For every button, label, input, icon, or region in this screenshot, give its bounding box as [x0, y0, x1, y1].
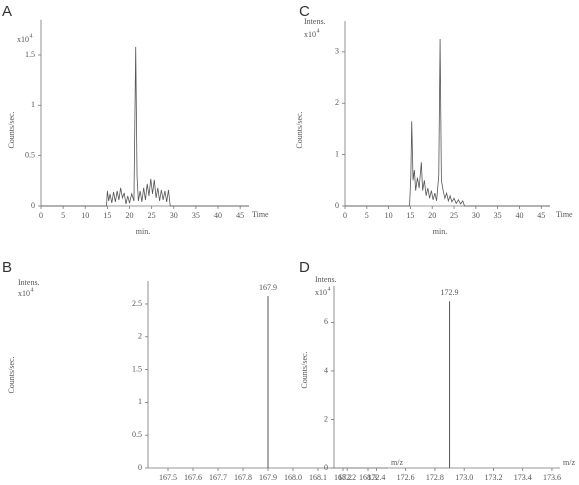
x-tick-label: 168.2	[334, 473, 352, 482]
y-tick-label: 6	[324, 317, 328, 326]
x-unit-label: m/z	[563, 458, 575, 467]
scale-label: x10	[17, 35, 29, 44]
x-tick-label: 40	[214, 211, 222, 220]
panel-label: A	[2, 3, 12, 20]
y-tick-label: 0.5	[25, 150, 35, 159]
y-axis-label: Counts/sec.	[7, 111, 16, 148]
y-tick-label: 0	[31, 201, 35, 210]
y-tick-label: 1.5	[25, 50, 35, 59]
x-tick-label: 167.7	[209, 473, 227, 482]
x-tick-label: 10	[385, 211, 393, 220]
y-tick-label: 2.5	[132, 299, 142, 308]
y-tick-label: 1	[335, 149, 339, 158]
y-tick-label: 1	[31, 100, 35, 109]
x-unit-label: m/z	[391, 458, 403, 467]
scale-exponent: 4	[30, 33, 33, 39]
x-tick-label: 167.6	[184, 473, 202, 482]
x-tick-label: 10	[81, 211, 89, 220]
x-tick-label: 0	[343, 211, 347, 220]
panel-label: C	[299, 3, 310, 20]
y-axis-label: Counts/sec.	[300, 351, 309, 388]
scale-exponent: 4	[317, 28, 320, 34]
x-tick-label: 35	[494, 211, 502, 220]
x-unit-label: Time	[252, 210, 269, 219]
panel-label: D	[299, 259, 310, 276]
x-tick-label: 168.0	[284, 473, 302, 482]
y-tick-label: 1	[138, 397, 142, 406]
x-tick-label: 40	[515, 211, 523, 220]
x-tick-label: 30	[170, 211, 178, 220]
chromatogram-line	[345, 38, 550, 207]
y-axis-label: Counts/sec.	[7, 356, 16, 393]
y-tick-label: 0	[335, 201, 339, 210]
x-tick-label: 173.0	[455, 473, 473, 482]
scale-label: x10	[18, 289, 30, 298]
x-tick-label: 173.2	[484, 473, 502, 482]
x-axis-label: min.	[136, 227, 150, 236]
intensity-label: Intens.	[315, 275, 337, 284]
x-tick-label: 45	[537, 211, 545, 220]
x-tick-label: 25	[148, 211, 156, 220]
x-tick-label: 30	[472, 211, 480, 220]
x-tick-label: 168.1	[309, 473, 327, 482]
y-tick-label: 3	[335, 47, 339, 56]
x-tick-label: 172.4	[367, 473, 385, 482]
x-unit-label: Time	[556, 210, 573, 219]
x-tick-label: 25	[450, 211, 458, 220]
x-tick-label: 167.5	[159, 473, 177, 482]
x-tick-label: 20	[126, 211, 134, 220]
x-tick-label: 167.8	[234, 473, 252, 482]
x-tick-label: 167.9	[259, 473, 277, 482]
y-tick-label: 0	[138, 463, 142, 472]
y-tick-label: 2	[324, 414, 328, 423]
intensity-label: Intens.	[18, 278, 40, 287]
scale-label: x10	[304, 30, 316, 39]
panel-label: B	[2, 259, 12, 276]
x-tick-label: 168.3	[359, 473, 377, 482]
x-tick-label: 172.8	[426, 473, 444, 482]
chromatogram-line	[41, 46, 249, 207]
x-tick-label: 0	[39, 211, 43, 220]
peak-label: 172.9	[441, 288, 459, 297]
peak-label: 167.9	[259, 283, 277, 292]
y-tick-label: 1.5	[132, 364, 142, 373]
scale-exponent: 4	[328, 286, 331, 292]
x-tick-label: 172.2	[338, 473, 356, 482]
x-tick-label: 20	[428, 211, 436, 220]
x-tick-label: 172.6	[397, 473, 415, 482]
y-tick-label: 2	[335, 98, 339, 107]
intensity-label: Intens.	[304, 17, 326, 26]
x-tick-label: 15	[103, 211, 111, 220]
y-tick-label: 2	[138, 332, 142, 341]
x-axis-label: min.	[433, 227, 447, 236]
x-tick-label: 15	[406, 211, 414, 220]
y-tick-label: 4	[324, 366, 328, 375]
y-tick-label: 0	[324, 463, 328, 472]
y-axis-label: Counts/sec.	[295, 111, 304, 148]
scale-exponent: 4	[31, 287, 34, 293]
x-tick-label: 5	[61, 211, 65, 220]
x-tick-label: 173.4	[514, 473, 532, 482]
y-tick-label: 0.5	[132, 430, 142, 439]
x-tick-label: 35	[192, 211, 200, 220]
x-tick-label: 173.6	[543, 473, 561, 482]
x-tick-label: 45	[236, 211, 244, 220]
scale-label: x10	[315, 288, 327, 297]
x-tick-label: 5	[365, 211, 369, 220]
